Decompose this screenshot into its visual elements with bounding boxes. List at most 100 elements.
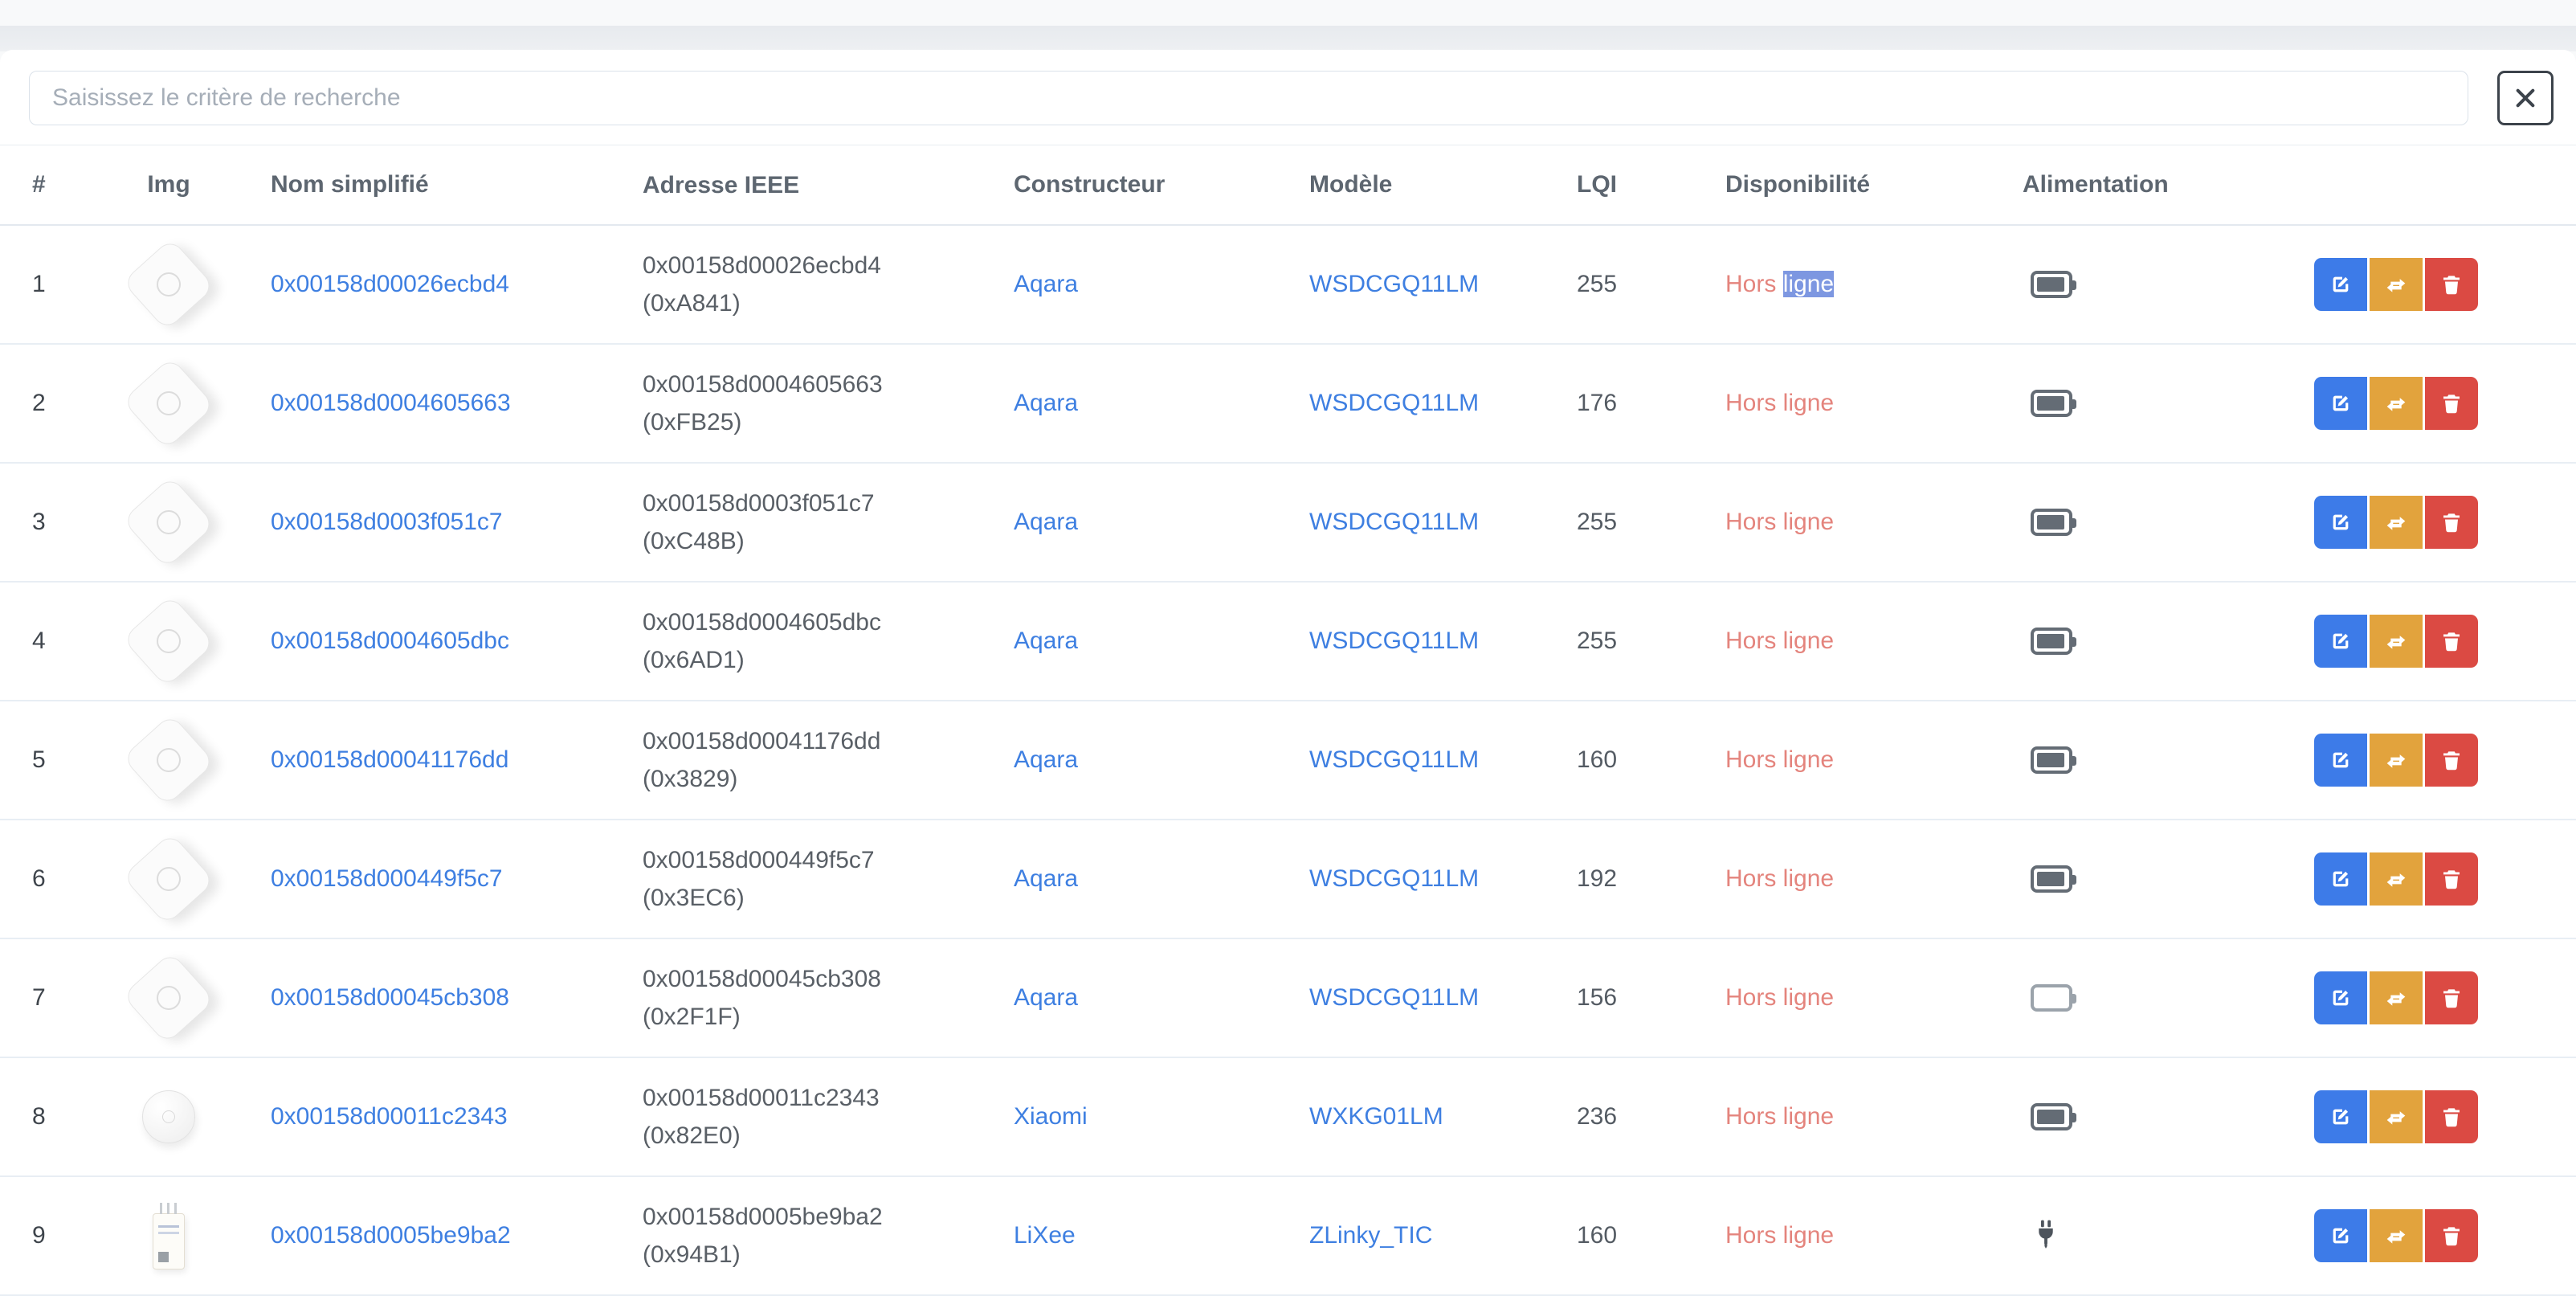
refresh-button[interactable] [2370,1209,2423,1262]
top-strip [0,0,2576,26]
battery-full-icon [2031,865,2076,893]
model-link[interactable]: WSDCGQ11LM [1309,628,1480,654]
edit-button[interactable] [2314,377,2367,430]
model-link[interactable]: WSDCGQ11LM [1309,271,1480,297]
device-name-link[interactable]: 0x00158d00045cb308 [271,984,509,1011]
vendor-link[interactable]: Aqara [1014,271,1079,297]
delete-button[interactable] [2425,734,2478,787]
vendor-link[interactable]: Aqara [1014,984,1079,1011]
refresh-button[interactable] [2370,615,2423,668]
device-name-link[interactable]: 0x00158d0004605663 [271,390,511,416]
refresh-button[interactable] [2370,852,2423,906]
model-cell: WSDCGQ11LM [1281,746,1546,774]
vendor-link[interactable]: LiXee [1014,1222,1076,1249]
device-name-cell: 0x00158d0004605dbc [241,628,610,655]
device-image [96,357,241,450]
device-name-link[interactable]: 0x00158d0003f051c7 [271,509,503,535]
model-link[interactable]: ZLinky_TIC [1309,1222,1433,1249]
row-actions [2233,377,2576,430]
refresh-button[interactable] [2370,971,2423,1024]
ieee-address-cell: 0x00158d0004605dbc (0x6AD1) [610,603,984,679]
zlinky-device-image [153,1203,185,1269]
row-number: 1 [32,271,46,297]
model-link[interactable]: WSDCGQ11LM [1309,390,1480,416]
aqara-sensor-image [122,713,215,807]
trash-icon [2439,628,2464,654]
column-header-img: Img [147,171,190,198]
edit-button[interactable] [2314,258,2367,311]
model-link[interactable]: WXKG01LM [1309,1103,1443,1130]
search-input[interactable] [29,71,2468,125]
edit-button[interactable] [2314,1090,2367,1143]
edit-button[interactable] [2314,734,2367,787]
power-source-cell [1992,746,2233,774]
vendor-link[interactable]: Aqara [1014,509,1079,535]
short-address: (0x2F1F) [643,1004,741,1030]
ieee-address-cell: 0x00158d0004605663 (0xFB25) [610,366,984,441]
vendor-link[interactable]: Aqara [1014,746,1079,773]
refresh-button[interactable] [2370,377,2423,430]
vendor-link[interactable]: Aqara [1014,865,1079,892]
delete-button[interactable] [2425,258,2478,311]
ieee-address: 0x00158d0004605663 [643,371,883,398]
ieee-address-cell: 0x00158d00041176dd (0x3829) [610,722,984,798]
delete-button[interactable] [2425,1209,2478,1262]
power-source-cell [1992,271,2233,298]
refresh-button[interactable] [2370,1090,2423,1143]
delete-button[interactable] [2425,377,2478,430]
model-cell: WSDCGQ11LM [1281,390,1546,417]
row-number: 6 [32,865,46,892]
power-source-cell [1992,984,2233,1012]
retweet-icon [2383,747,2409,773]
device-name-link[interactable]: 0x00158d0005be9ba2 [271,1222,511,1249]
refresh-button[interactable] [2370,496,2423,549]
power-source-cell [1992,628,2233,655]
device-name-link[interactable]: 0x00158d00026ecbd4 [271,271,509,297]
vendor-link[interactable]: Aqara [1014,628,1079,654]
short-address: (0xFB25) [643,409,742,435]
edit-icon [2328,866,2354,892]
refresh-button[interactable] [2370,258,2423,311]
ieee-address: 0x00158d00026ecbd4 [643,252,881,279]
clear-search-button[interactable] [2497,71,2554,125]
edit-button[interactable] [2314,1209,2367,1262]
device-name-link[interactable]: 0x00158d000449f5c7 [271,865,503,892]
delete-button[interactable] [2425,971,2478,1024]
table-row: 5 0x00158d00041176dd 0x00158d00041176dd … [0,701,2576,820]
model-link[interactable]: WSDCGQ11LM [1309,984,1480,1011]
table-row: 9 0x00158d0005be9ba2 0x00158d0005be9ba2 … [0,1177,2576,1296]
row-actions [2233,496,2576,549]
vendor-cell: Aqara [984,390,1281,417]
vendor-cell: Aqara [984,271,1281,298]
vendor-link[interactable]: Aqara [1014,390,1079,416]
device-name-link[interactable]: 0x00158d00041176dd [271,746,509,773]
delete-button[interactable] [2425,496,2478,549]
refresh-button[interactable] [2370,734,2423,787]
model-link[interactable]: WSDCGQ11LM [1309,509,1480,535]
column-header-adresse-ieee: Adresse IEEE [643,171,800,198]
device-name-link[interactable]: 0x00158d00011c2343 [271,1103,508,1130]
model-link[interactable]: WSDCGQ11LM [1309,746,1480,773]
edit-button[interactable] [2314,496,2367,549]
lqi-value: 160 [1577,746,1618,773]
ieee-address-cell: 0x00158d00011c2343 (0x82E0) [610,1079,984,1155]
edit-button[interactable] [2314,852,2367,906]
ieee-address: 0x00158d0003f051c7 [643,490,875,517]
power-source-cell [1992,1216,2233,1256]
delete-button[interactable] [2425,1090,2478,1143]
model-link[interactable]: WSDCGQ11LM [1309,865,1480,892]
vendor-link[interactable]: Xiaomi [1014,1103,1088,1130]
edit-button[interactable] [2314,971,2367,1024]
delete-button[interactable] [2425,615,2478,668]
devices-card: # Img Nom simplifié Adresse IEEE Constructeu… [0,50,2576,1296]
edit-button[interactable] [2314,615,2367,668]
ieee-address-cell: 0x00158d00045cb308 (0x2F1F) [610,960,984,1036]
plug-icon [2031,1216,2233,1256]
lqi-value: 255 [1577,271,1618,297]
delete-button[interactable] [2425,852,2478,906]
device-image [96,713,241,807]
ieee-address-cell: 0x00158d00026ecbd4 (0xA841) [610,247,984,322]
device-name-link[interactable]: 0x00158d0004605dbc [271,628,509,654]
lqi-value: 236 [1577,1103,1618,1130]
